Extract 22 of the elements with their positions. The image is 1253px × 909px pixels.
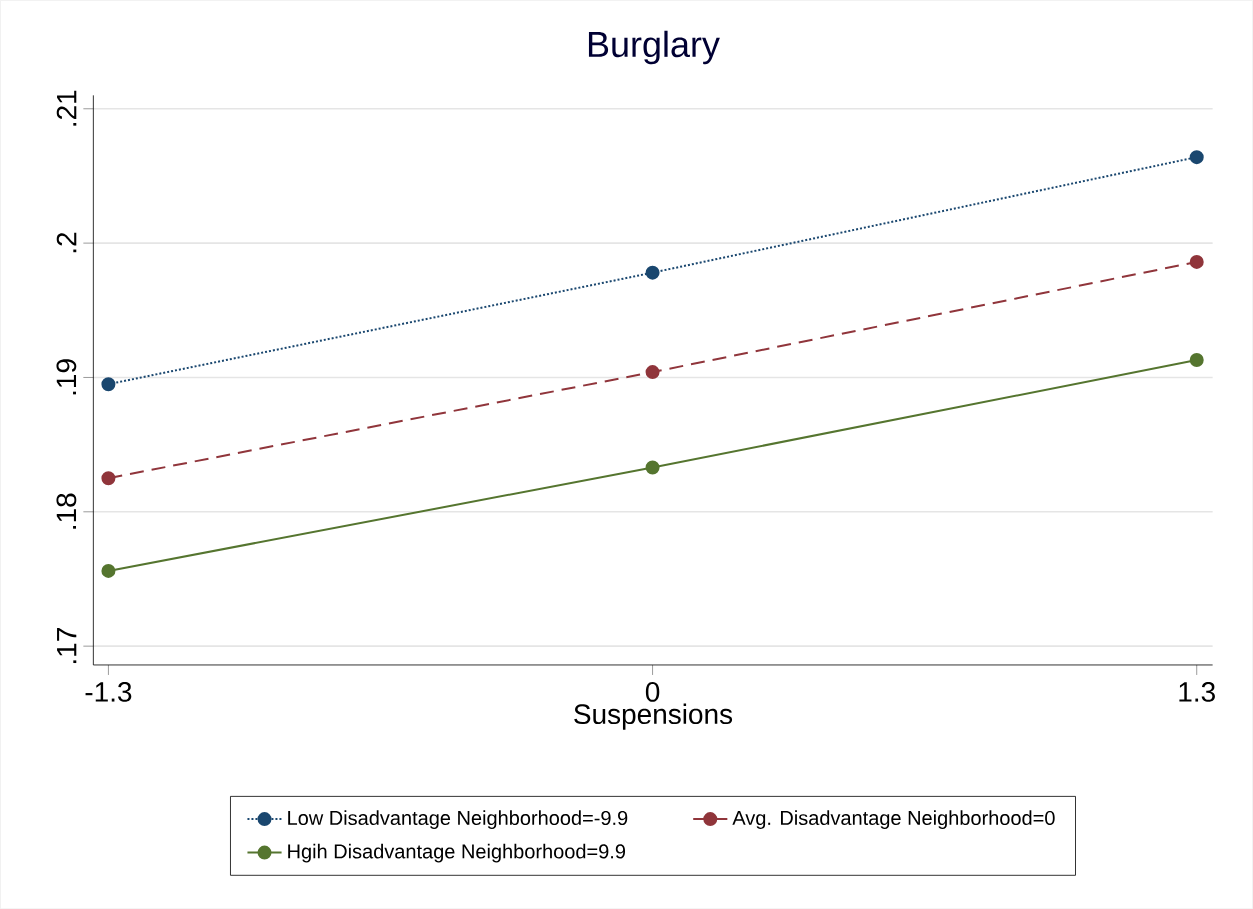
- y-tick-label: .17: [57, 628, 77, 663]
- point: [1189, 150, 1204, 165]
- x-tick-label: 1.3: [1179, 681, 1215, 702]
- point: [1189, 254, 1204, 269]
- point: [101, 563, 116, 578]
- point: [101, 471, 116, 486]
- x-axis-title: Suspensions: [574, 703, 733, 730]
- x-tick-label: -1.3: [85, 681, 132, 702]
- point: [645, 460, 660, 475]
- y-tick-label: .21: [56, 90, 77, 126]
- x-tick-label: 0: [645, 681, 660, 702]
- legend-label: Low Disadvantage Neighborhood=-9.9: [288, 810, 628, 829]
- legend-label: Avg. Disadvantage Neighborhood=0: [732, 810, 1055, 829]
- point: [645, 365, 660, 379]
- point: [1189, 352, 1204, 367]
- y-tick-label: .18: [56, 493, 77, 529]
- y-tick-label: .19: [56, 359, 77, 395]
- y-tick-label: .2: [56, 232, 77, 253]
- chart-title: Burglary: [588, 30, 720, 65]
- point: [645, 265, 660, 280]
- point: [101, 377, 116, 392]
- legend-label: Hgih Disadvantage Neighborhood=9.9: [288, 843, 626, 863]
